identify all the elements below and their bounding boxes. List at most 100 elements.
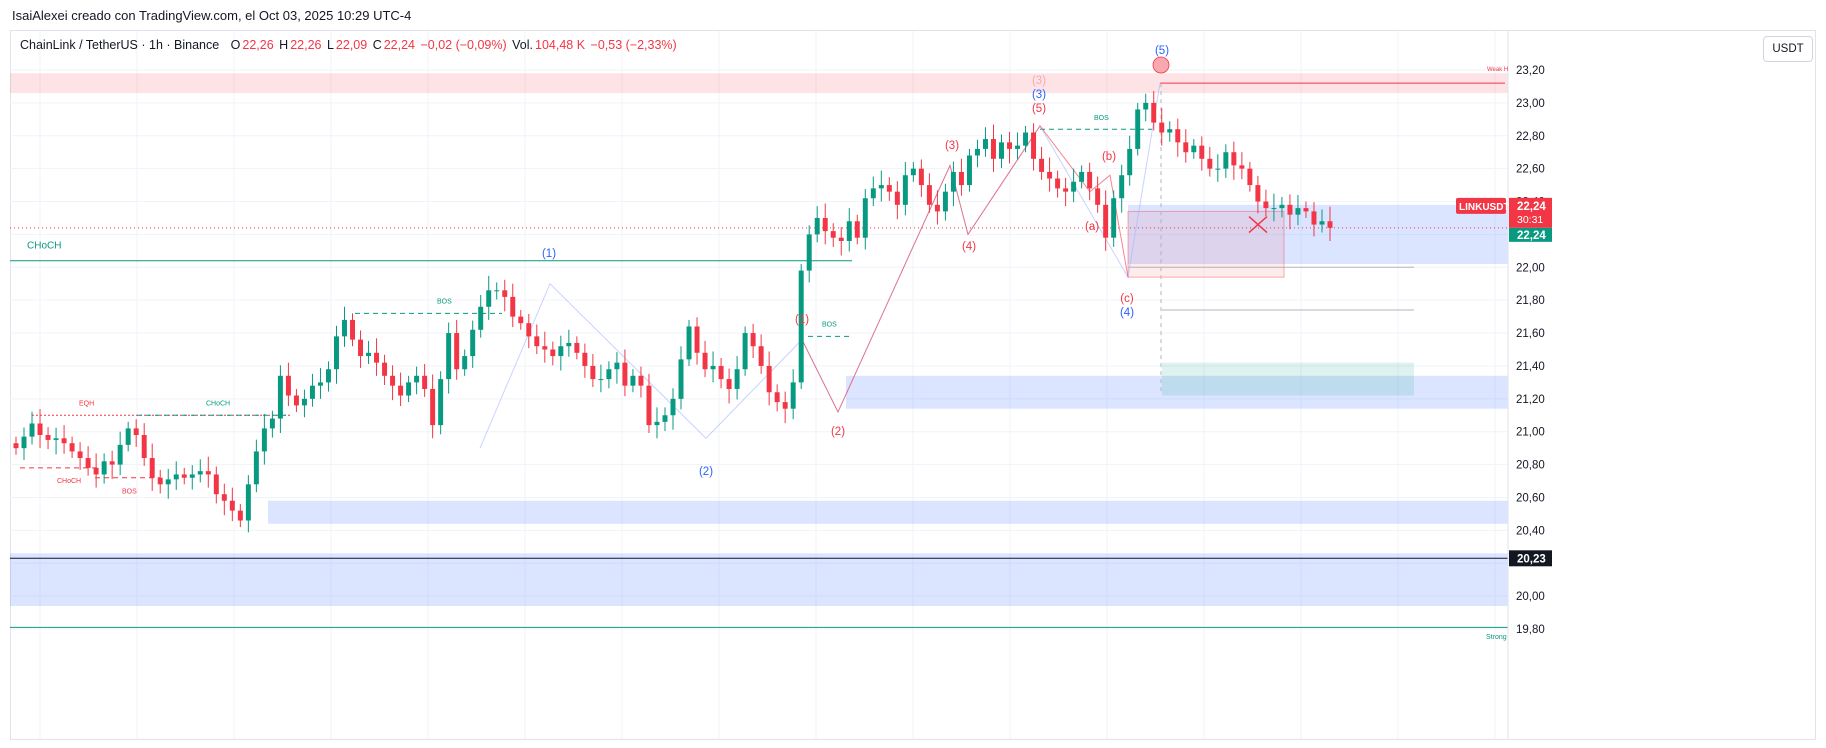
candle-body xyxy=(862,198,868,238)
candle-body xyxy=(1015,145,1021,149)
candle-body xyxy=(221,494,227,501)
candle-body xyxy=(1063,188,1069,192)
candle-body xyxy=(950,171,956,192)
x-marker-stroke xyxy=(1248,215,1268,234)
candle-body xyxy=(173,474,179,480)
wave-path-red xyxy=(801,125,1129,414)
candle-body xyxy=(358,339,364,357)
price-tick-label: 20,00 xyxy=(1516,591,1545,603)
candle-body xyxy=(670,398,676,416)
candle-body xyxy=(934,204,940,212)
level-badge xyxy=(1509,550,1552,567)
candle-body xyxy=(726,379,732,389)
candle-body xyxy=(1119,175,1125,199)
candle-body xyxy=(1095,188,1101,205)
candle-body xyxy=(1087,171,1093,189)
candle-body xyxy=(1327,221,1333,228)
price-tick-label: 20,60 xyxy=(1516,492,1545,504)
weak-high-label: Weak H xyxy=(1487,67,1508,73)
candle-body xyxy=(494,290,500,292)
candle-body xyxy=(462,356,468,370)
currency-button[interactable]: USDT xyxy=(1763,36,1813,62)
wave-label-blue-2: (2) xyxy=(699,466,713,478)
candle-body xyxy=(438,379,444,426)
candle-body xyxy=(350,319,355,340)
candle-body xyxy=(101,461,107,475)
candle-body xyxy=(1047,171,1053,179)
candle-body xyxy=(478,306,484,330)
choch-label-red: CHoCH xyxy=(57,478,81,485)
candles xyxy=(13,91,1333,533)
candle-body xyxy=(910,168,916,176)
price-axis-bg xyxy=(1508,31,1815,739)
bid-price-value: 22,24 xyxy=(1517,230,1546,242)
candle-body xyxy=(982,139,988,149)
candle-body xyxy=(390,375,396,386)
candle-body xyxy=(237,510,243,521)
wave-label-red-1: (1) xyxy=(795,314,809,326)
candle-body xyxy=(342,319,347,337)
candle-body xyxy=(1311,211,1317,225)
candle-body xyxy=(1207,158,1213,169)
candle-body xyxy=(742,333,748,370)
candle-body xyxy=(542,346,548,350)
candle-body xyxy=(37,423,43,435)
candle-body xyxy=(1175,129,1181,143)
price-tick-label: 21,20 xyxy=(1516,394,1545,406)
high-label: H xyxy=(279,38,289,52)
candle-body xyxy=(1159,122,1165,133)
wave-label-red-5: (5) xyxy=(1032,103,1046,115)
candle-body xyxy=(886,185,892,192)
candle-body xyxy=(1031,132,1037,159)
candle-body xyxy=(1303,208,1309,212)
candle-body xyxy=(1271,208,1277,210)
choch-label-small: CHoCH xyxy=(206,400,230,407)
chart-frame[interactable] xyxy=(10,30,1816,740)
candle-body xyxy=(85,458,91,468)
price-tick-label: 21,40 xyxy=(1516,361,1545,373)
candle-body xyxy=(766,365,772,393)
candle-body xyxy=(165,479,171,485)
candle-body xyxy=(758,346,764,366)
open-label: O xyxy=(230,38,241,52)
price-tick-label: 20,80 xyxy=(1516,460,1545,472)
candle-body xyxy=(1167,129,1173,133)
candle-body xyxy=(582,352,588,366)
candle-body xyxy=(534,336,540,347)
candle-body xyxy=(1151,102,1157,123)
wave-label-blue-4: (4) xyxy=(1120,307,1134,319)
candle-body xyxy=(93,467,99,475)
candle-body xyxy=(141,434,147,459)
candle-body xyxy=(814,217,820,235)
symbol-title[interactable]: ChainLink / TetherUS · 1h · Binance xyxy=(20,38,220,52)
candle-body xyxy=(942,191,948,212)
supply-zone-weak-high xyxy=(10,73,1508,94)
change-value: −0,02 (−0,09%) xyxy=(420,38,507,52)
grid xyxy=(10,31,1508,739)
candle-body xyxy=(414,375,420,383)
ohlc-legend: ChainLink / TetherUS · 1h · Binance O 22,… xyxy=(20,38,679,52)
eqh-label: EQH xyxy=(79,400,94,407)
candle-body xyxy=(1279,204,1285,209)
candle-body xyxy=(1023,132,1029,146)
candle-body xyxy=(1127,148,1133,176)
low-label: L xyxy=(326,38,334,52)
bos-label-red: BOS xyxy=(122,489,137,496)
price-tick-label: 22,80 xyxy=(1516,131,1545,143)
candle-body xyxy=(77,451,83,459)
candle-body xyxy=(382,362,388,376)
candle-body xyxy=(870,188,876,199)
candle-body xyxy=(366,352,372,357)
candle-body xyxy=(1263,201,1269,209)
candle-body xyxy=(662,415,668,422)
candle-body xyxy=(285,375,291,396)
candle-body xyxy=(1231,152,1237,166)
candle-body xyxy=(229,500,235,511)
top-circle-marker xyxy=(1152,56,1170,74)
price-tick-label: 19,80 xyxy=(1516,624,1545,636)
candle-body xyxy=(966,155,972,186)
candle-body xyxy=(1111,198,1117,238)
candle-body xyxy=(774,392,780,403)
candle-body xyxy=(157,477,163,485)
